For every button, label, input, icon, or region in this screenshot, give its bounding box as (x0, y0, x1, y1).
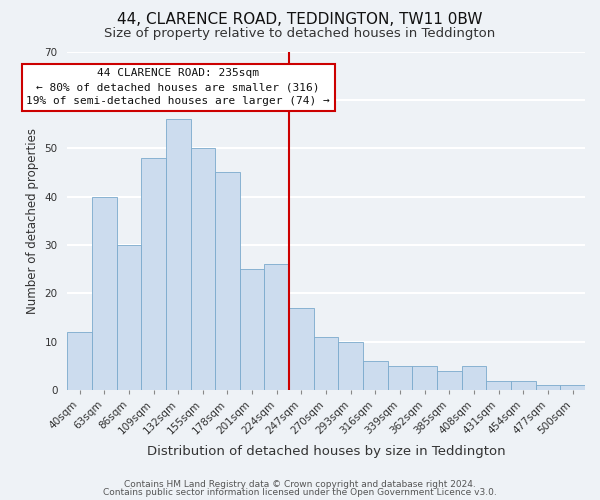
Text: 44, CLARENCE ROAD, TEDDINGTON, TW11 0BW: 44, CLARENCE ROAD, TEDDINGTON, TW11 0BW (117, 12, 483, 28)
Text: Contains HM Land Registry data © Crown copyright and database right 2024.: Contains HM Land Registry data © Crown c… (124, 480, 476, 489)
Bar (141, 158, 166, 390)
Bar (289, 308, 314, 390)
Bar (487, 380, 511, 390)
Bar (166, 120, 191, 390)
Text: Contains public sector information licensed under the Open Government Licence v3: Contains public sector information licen… (103, 488, 497, 497)
Bar (363, 361, 388, 390)
Text: Size of property relative to detached houses in Teddington: Size of property relative to detached ho… (104, 28, 496, 40)
Bar (462, 366, 487, 390)
Bar (215, 172, 240, 390)
Bar (92, 196, 116, 390)
Bar (240, 270, 265, 390)
Bar (67, 332, 92, 390)
Bar (412, 366, 437, 390)
Bar (388, 366, 412, 390)
Y-axis label: Number of detached properties: Number of detached properties (26, 128, 39, 314)
X-axis label: Distribution of detached houses by size in Teddington: Distribution of detached houses by size … (147, 444, 505, 458)
Bar (265, 264, 289, 390)
Bar (511, 380, 536, 390)
Bar (191, 148, 215, 390)
Text: 44 CLARENCE ROAD: 235sqm
← 80% of detached houses are smaller (316)
19% of semi-: 44 CLARENCE ROAD: 235sqm ← 80% of detach… (26, 68, 330, 106)
Bar (314, 337, 338, 390)
Bar (338, 342, 363, 390)
Bar (536, 386, 560, 390)
Bar (437, 371, 462, 390)
Bar (116, 245, 141, 390)
Bar (560, 386, 585, 390)
